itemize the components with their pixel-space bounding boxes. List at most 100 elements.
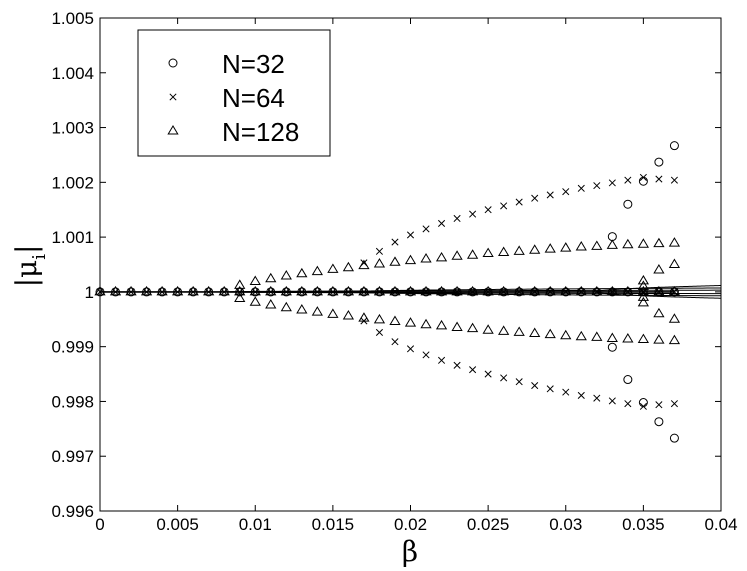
data-point-triangle (234, 285, 246, 296)
data-point-circle (204, 287, 214, 297)
data-point-triangle (125, 285, 137, 296)
data-point-x (453, 214, 461, 223)
data-point-triangle (575, 240, 587, 251)
legend-label: N=64 (222, 83, 285, 113)
data-point-triangle (513, 285, 525, 296)
data-point-circle (576, 287, 586, 297)
data-point-x (639, 173, 647, 181)
legend-marker-circle (168, 58, 178, 68)
data-point-circle (126, 287, 136, 297)
data-point-x (453, 361, 461, 369)
data-point-triangle (653, 334, 665, 344)
data-point-triangle (653, 263, 665, 274)
data-point-triangle (482, 324, 494, 334)
data-point-x (406, 231, 415, 239)
data-point-circle (514, 287, 524, 297)
data-point-triangle (389, 256, 401, 266)
data-point-circle (669, 433, 679, 443)
data-point-circle (607, 287, 617, 297)
data-point-triangle (311, 285, 323, 296)
data-point-triangle (622, 285, 634, 296)
data-point-triangle (591, 331, 603, 341)
data-point-triangle (389, 285, 401, 296)
data-point-triangle (653, 285, 665, 296)
data-point-triangle (373, 285, 386, 296)
data-point-triangle (342, 261, 355, 272)
data-point-triangle (498, 325, 510, 335)
data-point-triangle (327, 263, 339, 273)
data-point-circle (452, 287, 462, 297)
legend-box (137, 29, 331, 157)
y-axis-label-main: |μ (10, 260, 43, 288)
data-point-circle (530, 287, 540, 297)
data-point-circle (142, 287, 152, 297)
data-point-triangle (358, 259, 370, 270)
data-point-x (608, 397, 616, 405)
data-point-triangle (560, 329, 572, 340)
data-point-x (577, 184, 585, 192)
data-point-triangle (435, 285, 448, 296)
data-point-triangle (637, 238, 650, 248)
data-point-triangle (234, 279, 246, 289)
y-tick-label: 0.997 (51, 447, 94, 466)
data-point-triangle (311, 265, 323, 276)
y-tick-label: 1.002 (51, 173, 94, 192)
x-tick-label: 0.04 (704, 515, 737, 534)
data-point-circle (374, 287, 384, 297)
legend-label: N=32 (222, 49, 285, 79)
data-point-x (469, 210, 477, 218)
data-point-x (515, 198, 523, 206)
data-point-triangle (544, 285, 556, 296)
x-tick-label: 0.015 (312, 515, 355, 534)
data-point-circle (421, 287, 431, 297)
data-point-triangle (637, 296, 650, 307)
data-point-x (391, 338, 399, 346)
data-point-triangle (606, 285, 618, 296)
x-tick-label: 0.02 (394, 515, 427, 534)
data-point-triangle (451, 321, 463, 331)
data-point-triangle (249, 275, 261, 285)
data-point-triangle (606, 332, 618, 342)
data-markers (94, 141, 681, 443)
data-point-triangle (280, 270, 292, 280)
data-point-triangle (637, 280, 650, 290)
data-point-triangle (668, 285, 681, 296)
data-point-triangle (296, 285, 308, 296)
data-point-circle (343, 287, 353, 297)
data-point-triangle (296, 267, 308, 278)
data-point-triangle (156, 285, 168, 296)
data-point-triangle (591, 285, 603, 296)
data-point-circle (390, 287, 400, 297)
data-point-triangle (249, 296, 261, 306)
data-point-triangle (668, 334, 681, 345)
data-point-triangle (668, 258, 681, 268)
data-point-triangle (482, 285, 494, 296)
data-point-triangle (404, 317, 417, 327)
data-point-triangle (373, 313, 386, 324)
y-tick-label: 1.001 (51, 228, 94, 247)
data-point-triangle (404, 285, 417, 296)
data-point-triangle (342, 285, 355, 296)
data-point-x (670, 176, 678, 184)
data-point-x (391, 238, 399, 246)
data-point-triangle (482, 247, 494, 258)
data-point-x (655, 175, 663, 183)
data-point-triangle (187, 285, 199, 296)
data-point-x (515, 378, 523, 386)
data-point-triangle (218, 285, 230, 296)
data-point-triangle (513, 245, 525, 255)
x-tick-label: 0.035 (622, 515, 665, 534)
data-point-circle (359, 287, 369, 297)
data-point-triangle (280, 301, 292, 312)
x-tick-label: 0.005 (156, 515, 199, 534)
data-point-x (562, 188, 570, 196)
data-point-triangle (451, 250, 463, 260)
data-point-triangle (296, 303, 308, 314)
legend-marker-x (169, 93, 177, 101)
data-point-triangle (420, 285, 432, 296)
data-point-x (437, 356, 446, 364)
data-point-triangle (622, 333, 634, 343)
data-point-triangle (451, 285, 463, 296)
y-axis-label-close: | (10, 245, 43, 254)
